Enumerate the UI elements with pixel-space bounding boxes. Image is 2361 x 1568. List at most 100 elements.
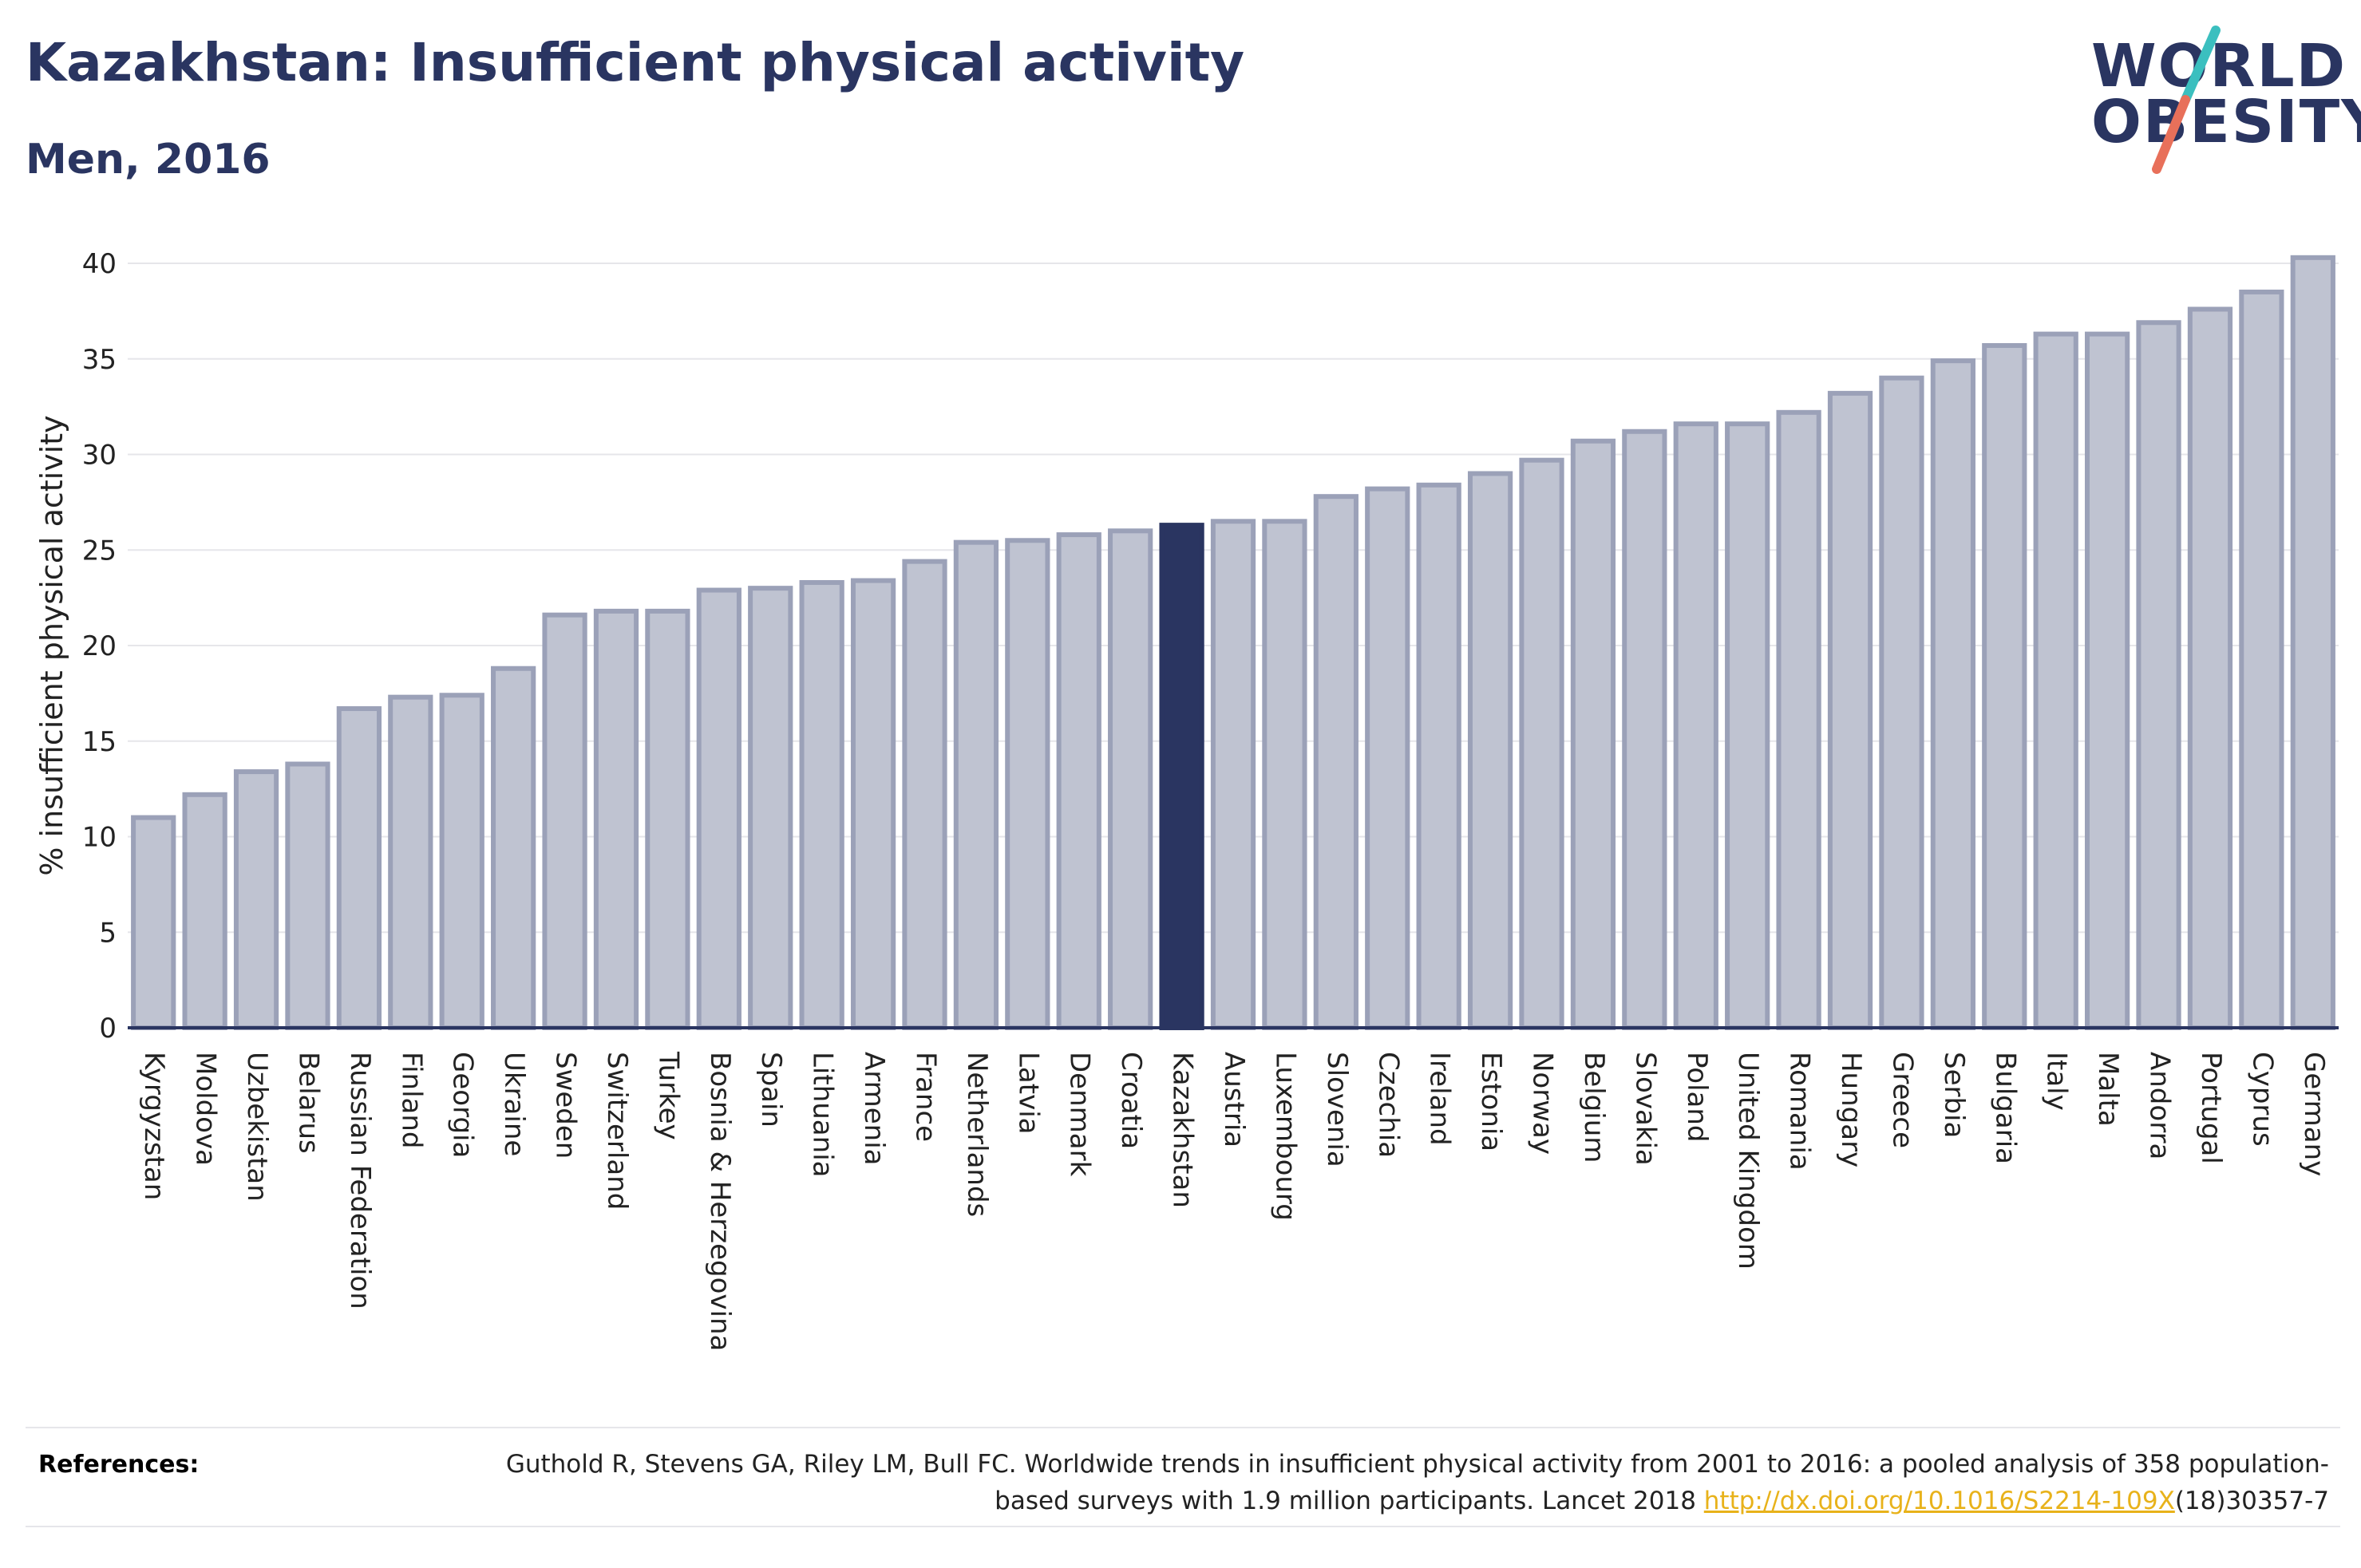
x-tick-label: Bulgaria [1989, 1052, 2021, 1164]
y-tick-label: 35 [82, 344, 117, 376]
bar-latvia [1005, 538, 1050, 1030]
references-text: Guthold R, Stevens GA, Riley LM, Bull FC… [493, 1446, 2329, 1519]
x-tick-label: Germany [2298, 1052, 2330, 1176]
x-tick-label: Slovenia [1321, 1052, 1353, 1167]
x-tick-label: Luxembourg [1269, 1052, 1301, 1221]
x-tick-label: Andorra [2144, 1052, 2176, 1159]
bar-slovakia [1622, 429, 1667, 1030]
world-obesity-logo: WORLD OBESITY [2075, 26, 2361, 176]
x-tick-label: Georgia [447, 1052, 479, 1158]
references-doi-link[interactable]: http://dx.doi.org/10.1016/S2214-109X [1703, 1487, 2175, 1515]
bar-lithuania [799, 579, 844, 1030]
bar-bosnia-herzegovina [696, 587, 742, 1030]
x-tick-label: Greece [1886, 1052, 1918, 1148]
logo-line-1: WORLD [2091, 32, 2347, 101]
references-top-divider [26, 1427, 2340, 1428]
y-tick-label: 10 [82, 822, 117, 854]
x-tick-label: Czechia [1372, 1052, 1404, 1158]
logo-line-2: OBESITY [2091, 88, 2361, 156]
x-tick-label: Austria [1218, 1052, 1250, 1147]
bar-estonia [1467, 471, 1513, 1030]
bar-kyrgyzstan [131, 815, 176, 1031]
bar-poland [1673, 421, 1718, 1030]
x-tick-label: United Kingdom [1732, 1052, 1764, 1270]
x-tick-label: Romania [1784, 1052, 1816, 1171]
y-tick-label: 5 [99, 917, 117, 949]
x-tick-label: Kazakhstan [1167, 1052, 1199, 1208]
y-tick-label: 30 [82, 440, 117, 472]
x-tick-label: Croatia [1115, 1052, 1147, 1149]
bar-germany [2290, 255, 2335, 1030]
bar-bulgaria [1982, 342, 2027, 1030]
x-tick-label: Serbia [1938, 1052, 1970, 1138]
x-tick-label: Malta [2092, 1052, 2124, 1127]
y-tick-label: 0 [99, 1013, 117, 1045]
x-tick-label: Hungary [1835, 1052, 1867, 1167]
bar-denmark [1056, 532, 1101, 1030]
bar-russian-federation [336, 706, 382, 1030]
chart-subtitle: Men, 2016 [26, 136, 271, 184]
bar-ireland [1416, 482, 1461, 1030]
bar-croatia [1108, 528, 1153, 1030]
x-tick-label: Moldova [190, 1052, 222, 1166]
bar-sweden [542, 612, 587, 1030]
bar-spain [748, 586, 793, 1030]
bar-ukraine [491, 666, 536, 1030]
x-tick-label: Turkey [652, 1051, 684, 1140]
x-axis-labels: Kyrgyzstan Moldova Uzbekistan Belarus Russia… [138, 1051, 2330, 1351]
x-tick-label: Ukraine [498, 1052, 530, 1156]
bar-kazakhstan [1159, 523, 1204, 1030]
bars [131, 255, 2335, 1031]
bar-slovenia [1313, 494, 1358, 1030]
y-axis-label: % insufficient physical activity [34, 415, 69, 875]
x-tick-label: Ireland [1424, 1052, 1456, 1146]
bar-portugal [2187, 306, 2233, 1031]
x-tick-label: Slovakia [1629, 1052, 1661, 1166]
bar-cyprus [2239, 289, 2284, 1030]
x-tick-label: Cyprus [2246, 1052, 2278, 1147]
bar-netherlands [953, 539, 999, 1030]
bar-serbia [1930, 358, 1975, 1030]
bar-chart: 0 5 10 15 20 25 30 35 40 Kyrgyzstan Moldova Uzbeki… [34, 248, 2339, 1351]
bar-switzerland [593, 608, 639, 1030]
x-tick-label: Kyrgyzstan [138, 1052, 170, 1200]
x-tick-label: Armenia [858, 1052, 890, 1166]
x-tick-label: Uzbekistan [241, 1052, 273, 1202]
references-label: References: [38, 1451, 200, 1479]
bar-belgium [1570, 438, 1616, 1030]
x-tick-label: Bosnia & Herzegovina [704, 1052, 736, 1351]
references-citation-end: (18)30357-7 [2174, 1487, 2329, 1515]
bar-romania [1776, 409, 1821, 1030]
y-tick-label: 20 [82, 630, 117, 662]
references-citation: Guthold R, Stevens GA, Riley LM, Bull FC… [505, 1450, 2329, 1515]
x-tick-label: Belgium [1578, 1052, 1610, 1163]
x-tick-label: Denmark [1064, 1052, 1096, 1177]
x-tick-label: Latvia [1012, 1052, 1044, 1135]
bar-united-kingdom [1725, 421, 1770, 1030]
x-tick-label: Norway [1527, 1052, 1559, 1155]
bar-turkey [645, 608, 690, 1030]
bar-czechia [1365, 486, 1410, 1030]
x-tick-label: Lithuania [807, 1052, 839, 1177]
bar-moldova [182, 792, 227, 1030]
bar-uzbekistan [233, 769, 279, 1030]
bar-georgia [439, 693, 484, 1031]
bar-luxembourg [1262, 519, 1307, 1030]
bar-norway [1519, 457, 1564, 1030]
x-tick-label: Russian Federation [344, 1052, 376, 1309]
x-tick-label: Netherlands [961, 1052, 993, 1217]
x-tick-label: Estonia [1475, 1052, 1507, 1151]
x-tick-label: Poland [1681, 1052, 1713, 1143]
references-bottom-divider [26, 1526, 2340, 1527]
bar-france [902, 559, 947, 1030]
x-tick-label: Belarus [292, 1052, 324, 1154]
bar-malta [2084, 331, 2130, 1030]
x-tick-label: Spain [755, 1052, 787, 1128]
y-tick-label: 15 [82, 726, 117, 758]
y-axis-ticks: 0 5 10 15 20 25 30 35 40 [82, 248, 117, 1045]
x-tick-label: Portugal [2195, 1052, 2227, 1164]
bar-italy [2033, 331, 2078, 1030]
x-tick-label: Sweden [550, 1052, 582, 1159]
bar-belarus [285, 761, 330, 1030]
x-tick-label: Finland [395, 1052, 427, 1149]
